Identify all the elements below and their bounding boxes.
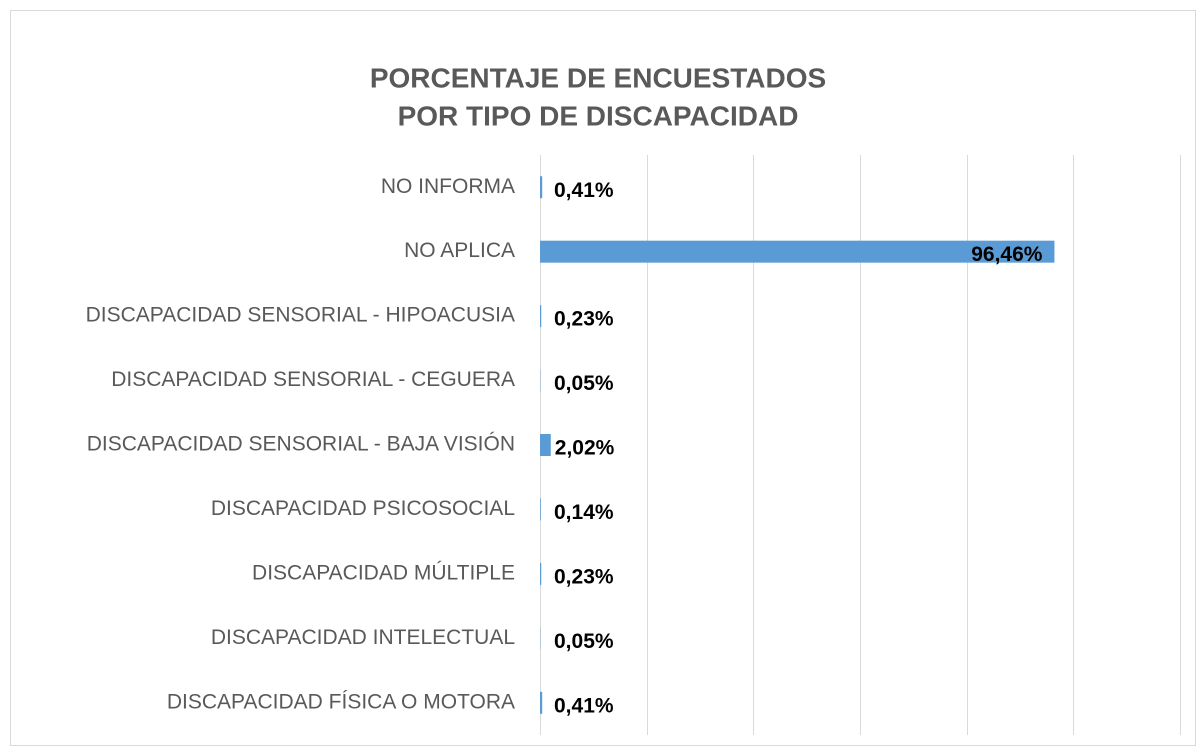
category-label: DISCAPACIDAD MÚLTIPLE	[252, 561, 515, 584]
value-label: 0,41%	[554, 694, 614, 717]
category-label: NO INFORMA	[381, 175, 515, 198]
bar	[540, 691, 543, 714]
chart-border	[10, 10, 1196, 746]
value-label: 0,41%	[554, 179, 614, 202]
chart-title: PORCENTAJE DE ENCUESTADOS	[370, 62, 826, 93]
bar	[540, 498, 541, 521]
category-label: DISCAPACIDAD SENSORIAL - CEGUERA	[111, 368, 515, 391]
value-label: 0,05%	[554, 630, 614, 653]
value-label: 2,02%	[555, 437, 615, 460]
category-label: DISCAPACIDAD SENSORIAL - BAJA VISIÓN	[87, 433, 515, 456]
bar	[540, 562, 542, 585]
bar	[540, 434, 551, 456]
category-label: NO APLICA	[404, 239, 515, 262]
category-label: DISCAPACIDAD PSICOSOCIAL	[211, 497, 515, 520]
category-label: DISCAPACIDAD INTELECTUAL	[211, 626, 515, 649]
category-label: DISCAPACIDAD FÍSICA O MOTORA	[167, 690, 515, 713]
value-label: 0,23%	[554, 308, 614, 331]
bar	[540, 305, 542, 328]
category-label: DISCAPACIDAD SENSORIAL - HIPOACUSIA	[86, 304, 515, 327]
bar	[540, 240, 1055, 263]
chart-title: POR TIPO DE DISCAPACIDAD	[398, 100, 799, 131]
value-label: 96,46%	[971, 243, 1043, 266]
value-label: 0,05%	[554, 372, 614, 395]
value-label: 0,14%	[554, 501, 614, 524]
value-label: 0,23%	[554, 565, 614, 588]
bar	[540, 176, 543, 199]
